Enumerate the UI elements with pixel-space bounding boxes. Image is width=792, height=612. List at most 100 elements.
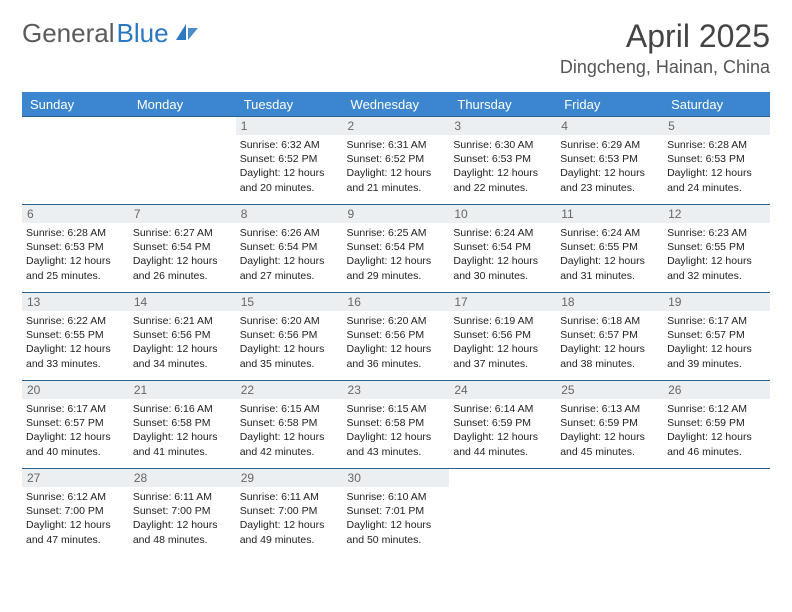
info-line-sunset: Sunset: 6:56 PM	[347, 328, 446, 342]
day-number: 18	[556, 293, 663, 311]
day-number: 12	[663, 205, 770, 223]
info-line-sunset: Sunset: 7:00 PM	[26, 504, 125, 518]
info-line-sunrise: Sunrise: 6:29 AM	[560, 138, 659, 152]
info-line-sunrise: Sunrise: 6:25 AM	[347, 226, 446, 240]
info-line-sunset: Sunset: 6:56 PM	[453, 328, 552, 342]
info-line-sunrise: Sunrise: 6:23 AM	[667, 226, 766, 240]
info-line-day2: and 45 minutes.	[560, 445, 659, 459]
day-number: 6	[22, 205, 129, 223]
info-line-day1: Daylight: 12 hours	[667, 430, 766, 444]
day-info: Sunrise: 6:15 AMSunset: 6:58 PMDaylight:…	[347, 402, 446, 459]
info-line-day2: and 32 minutes.	[667, 269, 766, 283]
info-line-day1: Daylight: 12 hours	[133, 254, 232, 268]
info-line-day2: and 47 minutes.	[26, 533, 125, 547]
day-number: 25	[556, 381, 663, 399]
day-cell: 28 Sunrise: 6:11 AMSunset: 7:00 PMDayligh…	[129, 469, 236, 557]
day-cell: 21 Sunrise: 6:16 AMSunset: 6:58 PMDayligh…	[129, 381, 236, 469]
day-info: Sunrise: 6:11 AMSunset: 7:00 PMDaylight:…	[133, 490, 232, 547]
day-number: 17	[449, 293, 556, 311]
info-line-day1: Daylight: 12 hours	[453, 430, 552, 444]
info-line-sunset: Sunset: 6:56 PM	[133, 328, 232, 342]
info-line-day2: and 49 minutes.	[240, 533, 339, 547]
info-line-sunrise: Sunrise: 6:30 AM	[453, 138, 552, 152]
info-line-sunset: Sunset: 6:52 PM	[347, 152, 446, 166]
empty-cell	[663, 469, 770, 557]
calendar-table: SundayMondayTuesdayWednesdayThursdayFrid…	[22, 92, 770, 557]
info-line-day1: Daylight: 12 hours	[560, 254, 659, 268]
calendar-body: 1Sunrise: 6:32 AMSunset: 6:52 PMDaylight…	[22, 117, 770, 557]
info-line-day2: and 33 minutes.	[26, 357, 125, 371]
info-line-day2: and 43 minutes.	[347, 445, 446, 459]
day-info: Sunrise: 6:17 AMSunset: 6:57 PMDaylight:…	[26, 402, 125, 459]
info-line-sunset: Sunset: 6:55 PM	[26, 328, 125, 342]
info-line-day2: and 41 minutes.	[133, 445, 232, 459]
day-info: Sunrise: 6:13 AMSunset: 6:59 PMDaylight:…	[560, 402, 659, 459]
brand-part1: General	[22, 18, 115, 49]
day-cell: 11 Sunrise: 6:24 AMSunset: 6:55 PMDayligh…	[556, 205, 663, 293]
empty-cell	[449, 469, 556, 557]
info-line-day1: Daylight: 12 hours	[560, 430, 659, 444]
day-number: 28	[129, 469, 236, 487]
info-line-day1: Daylight: 12 hours	[26, 430, 125, 444]
weekday-header: Thursday	[449, 93, 556, 117]
info-line-day1: Daylight: 12 hours	[133, 342, 232, 356]
empty-cell	[556, 469, 663, 557]
info-line-sunset: Sunset: 6:52 PM	[240, 152, 339, 166]
empty-cell	[129, 117, 236, 205]
info-line-day1: Daylight: 12 hours	[26, 254, 125, 268]
info-line-day2: and 35 minutes.	[240, 357, 339, 371]
sail-icon	[174, 18, 200, 49]
info-line-day2: and 27 minutes.	[240, 269, 339, 283]
calendar-week: 6Sunrise: 6:28 AMSunset: 6:53 PMDaylight…	[22, 205, 770, 293]
info-line-day2: and 42 minutes.	[240, 445, 339, 459]
day-number: 8	[236, 205, 343, 223]
day-info: Sunrise: 6:24 AMSunset: 6:55 PMDaylight:…	[560, 226, 659, 283]
day-number: 22	[236, 381, 343, 399]
day-number: 20	[22, 381, 129, 399]
info-line-day1: Daylight: 12 hours	[240, 518, 339, 532]
info-line-day2: and 31 minutes.	[560, 269, 659, 283]
info-line-sunset: Sunset: 6:55 PM	[560, 240, 659, 254]
info-line-sunrise: Sunrise: 6:24 AM	[453, 226, 552, 240]
info-line-sunrise: Sunrise: 6:17 AM	[26, 402, 125, 416]
day-number: 5	[663, 117, 770, 135]
info-line-sunset: Sunset: 7:01 PM	[347, 504, 446, 518]
calendar-week: 27Sunrise: 6:12 AMSunset: 7:00 PMDayligh…	[22, 469, 770, 557]
info-line-day1: Daylight: 12 hours	[347, 430, 446, 444]
day-info: Sunrise: 6:16 AMSunset: 6:58 PMDaylight:…	[133, 402, 232, 459]
day-info: Sunrise: 6:19 AMSunset: 6:56 PMDaylight:…	[453, 314, 552, 371]
info-line-day2: and 37 minutes.	[453, 357, 552, 371]
day-number: 7	[129, 205, 236, 223]
info-line-sunset: Sunset: 6:57 PM	[667, 328, 766, 342]
day-cell: 29Sunrise: 6:11 AMSunset: 7:00 PMDayligh…	[236, 469, 343, 557]
info-line-day2: and 25 minutes.	[26, 269, 125, 283]
info-line-day2: and 44 minutes.	[453, 445, 552, 459]
info-line-sunset: Sunset: 6:57 PM	[560, 328, 659, 342]
info-line-day1: Daylight: 12 hours	[560, 342, 659, 356]
info-line-sunset: Sunset: 6:57 PM	[26, 416, 125, 430]
day-cell: 17 Sunrise: 6:19 AMSunset: 6:56 PMDayligh…	[449, 293, 556, 381]
day-number: 21	[129, 381, 236, 399]
day-info: Sunrise: 6:10 AMSunset: 7:01 PMDaylight:…	[347, 490, 446, 547]
info-line-sunset: Sunset: 6:53 PM	[667, 152, 766, 166]
info-line-day1: Daylight: 12 hours	[667, 166, 766, 180]
info-line-day2: and 40 minutes.	[26, 445, 125, 459]
day-number: 3	[449, 117, 556, 135]
info-line-day2: and 21 minutes.	[347, 181, 446, 195]
day-number: 11	[556, 205, 663, 223]
day-number: 10	[449, 205, 556, 223]
calendar-week: 13Sunrise: 6:22 AMSunset: 6:55 PMDayligh…	[22, 293, 770, 381]
info-line-sunset: Sunset: 7:00 PM	[133, 504, 232, 518]
location-text: Dingcheng, Hainan, China	[560, 57, 770, 78]
info-line-day2: and 38 minutes.	[560, 357, 659, 371]
day-info: Sunrise: 6:30 AMSunset: 6:53 PMDaylight:…	[453, 138, 552, 195]
day-cell: 4Sunrise: 6:29 AMSunset: 6:53 PMDaylight…	[556, 117, 663, 205]
weekday-header: Wednesday	[343, 93, 450, 117]
day-number: 29	[236, 469, 343, 487]
info-line-day2: and 26 minutes.	[133, 269, 232, 283]
info-line-day1: Daylight: 12 hours	[453, 342, 552, 356]
info-line-sunset: Sunset: 6:54 PM	[133, 240, 232, 254]
weekday-header: Saturday	[663, 93, 770, 117]
brand-part2: Blue	[117, 18, 169, 49]
info-line-sunrise: Sunrise: 6:10 AM	[347, 490, 446, 504]
